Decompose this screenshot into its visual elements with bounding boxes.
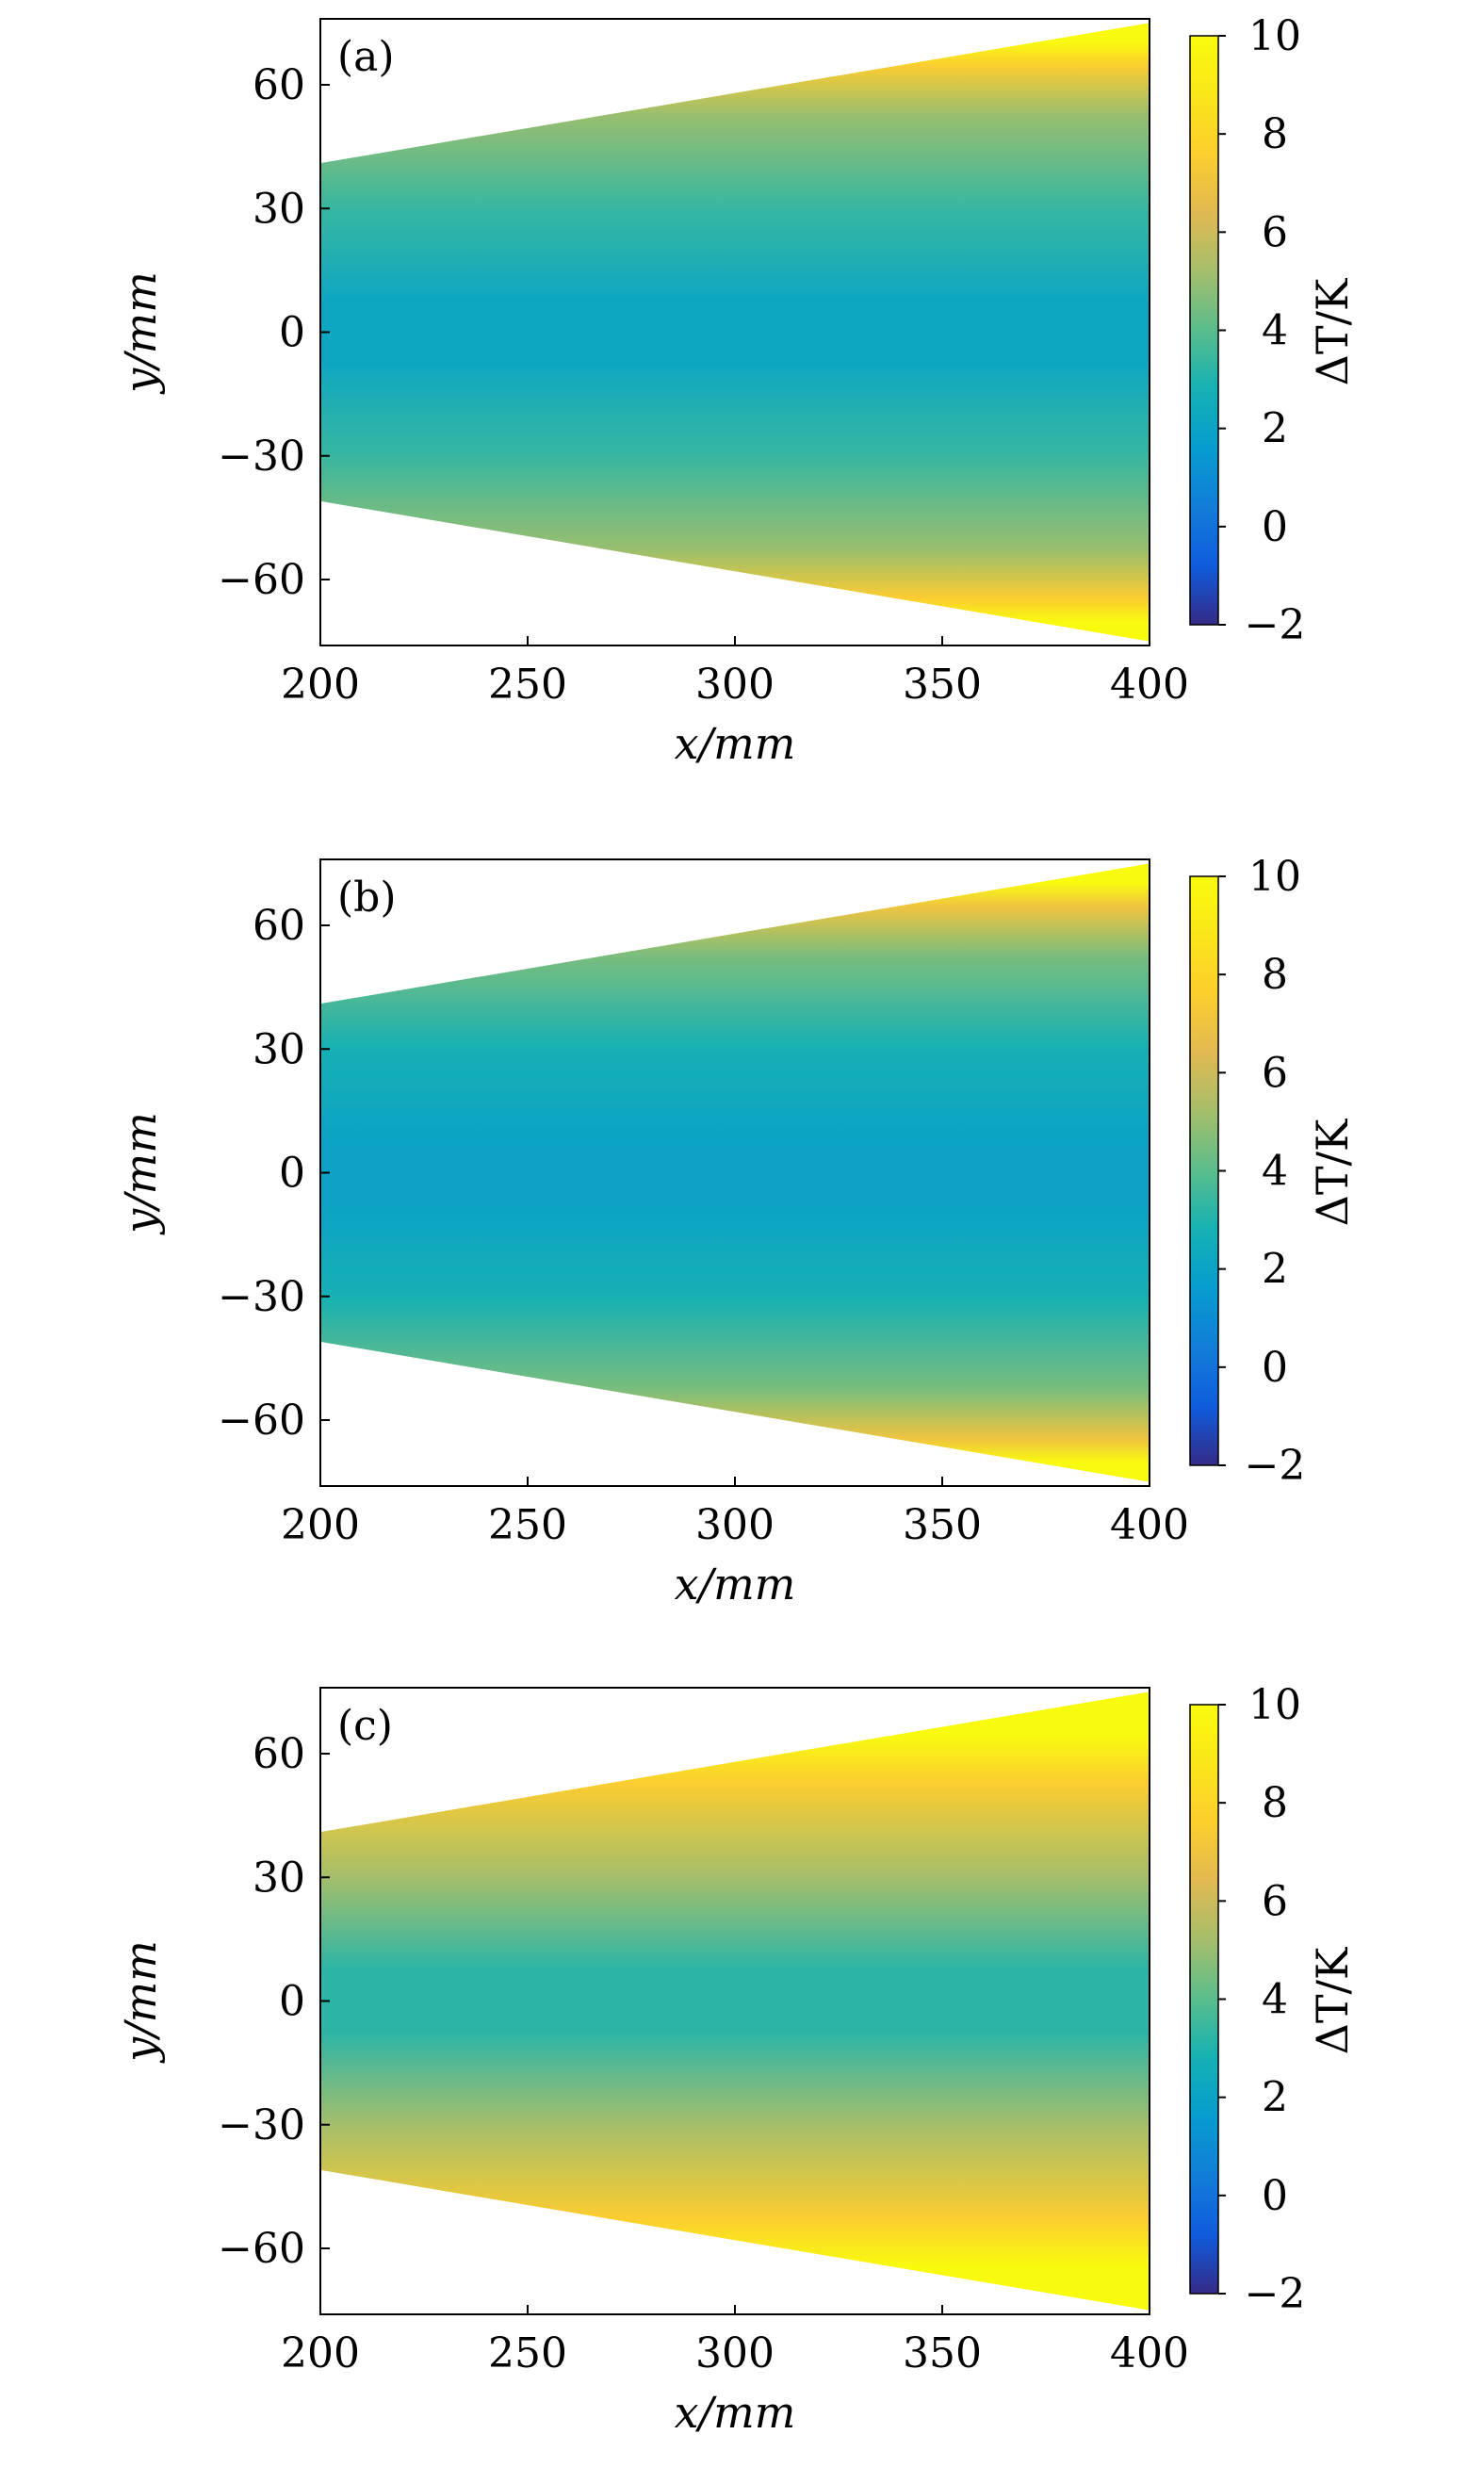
colorbar-tick-label: 8 [1262,1779,1288,1827]
temperature-field [320,23,1150,642]
y-tick-label: −30 [218,1273,305,1321]
x-tick-label: 300 [695,2329,775,2377]
colorbar-tick-label: 10 [1248,1681,1301,1729]
colorbar-tick-label: 2 [1262,405,1288,453]
x-tick-label: 200 [281,661,360,709]
y-tick-label: 60 [253,902,305,950]
y-tick-label: 30 [253,185,305,233]
y-tick-label: −60 [218,1397,305,1445]
heatmap-panel-1: 200 250 300 350 400 −60 −30 0 30 60 x/mm y/mm (a) −2 0… [115,12,1358,769]
y-tick-label: 0 [279,1978,305,2026]
colorbar-tick-label: 0 [1262,2172,1288,2220]
x-tick-label: 400 [1110,661,1189,709]
colorbar-tick-label: 8 [1262,951,1288,999]
colorbar-tick-label: 4 [1262,1148,1288,1196]
x-tick-label: 250 [488,1501,567,1549]
x-tick-label: 350 [903,1501,982,1549]
heatmap-panel-3: 200 250 300 350 400 −60 −30 0 30 60 x/mm y/mm (c) −2 0… [115,1681,1358,2438]
panel-label: (b) [337,874,397,922]
colorbar-label: ΔT/K [1307,1946,1358,2054]
y-tick-label: 0 [279,309,305,357]
colorbar [1189,1704,1219,2295]
colorbar-tick-label: 2 [1262,2074,1288,2122]
colorbar-tick-label: −2 [1245,2270,1306,2318]
x-tick-label: 200 [281,2329,360,2377]
colorbar-tick-label: 6 [1262,1049,1288,1097]
colorbar-tick-label: −2 [1245,601,1306,649]
colorbar-tick-label: 10 [1248,12,1301,60]
panel-label: (a) [337,33,395,81]
y-tick-label: 60 [253,61,305,109]
temperature-field [320,863,1150,1482]
colorbar [1189,35,1219,626]
colorbar-tick-label: 6 [1262,1877,1288,1925]
y-tick-label: 30 [253,1025,305,1073]
x-tick-label: 300 [695,661,775,709]
y-tick-label: −30 [218,2101,305,2149]
x-tick-label: 200 [281,1501,360,1549]
colorbar [1189,875,1219,1466]
panel-label: (c) [337,1702,393,1750]
y-axis-label: y/mm [115,1112,166,1235]
colorbar-tick-label: 10 [1248,853,1301,901]
x-axis-label: x/mm [675,718,796,769]
temperature-field [320,1691,1150,2311]
colorbar-tick-label: 4 [1262,1976,1288,2024]
colorbar-tick-label: 8 [1262,110,1288,158]
y-axis-label: y/mm [115,271,166,395]
colorbar-tick-label: 6 [1262,208,1288,256]
x-tick-label: 250 [488,2329,567,2377]
x-tick-label: 400 [1110,2329,1189,2377]
colorbar-tick-label: 4 [1262,307,1288,355]
colorbar-tick-label: 0 [1262,1344,1288,1392]
colorbar-tick-label: −2 [1245,1442,1306,1490]
x-tick-label: 350 [903,661,982,709]
colorbar-label: ΔT/K [1307,1118,1358,1226]
colorbar-tick-label: 2 [1262,1246,1288,1294]
x-tick-label: 250 [488,661,567,709]
y-tick-label: 0 [279,1150,305,1198]
x-tick-label: 400 [1110,1501,1189,1549]
x-axis-label: x/mm [675,1559,796,1609]
colorbar-tick-label: 0 [1262,503,1288,551]
y-tick-label: −60 [218,556,305,604]
y-tick-label: 60 [253,1730,305,1778]
y-tick-label: −60 [218,2225,305,2273]
y-tick-label: −30 [218,433,305,481]
x-tick-label: 300 [695,1501,775,1549]
colorbar-label: ΔT/K [1307,277,1358,385]
heatmap-panel-2: 200 250 300 350 400 −60 −30 0 30 60 x/mm y/mm (b) −2 0… [115,853,1358,1609]
y-tick-label: 30 [253,1854,305,1902]
x-axis-label: x/mm [675,2387,796,2438]
x-tick-label: 350 [903,2329,982,2377]
y-axis-label: y/mm [115,1940,166,2064]
